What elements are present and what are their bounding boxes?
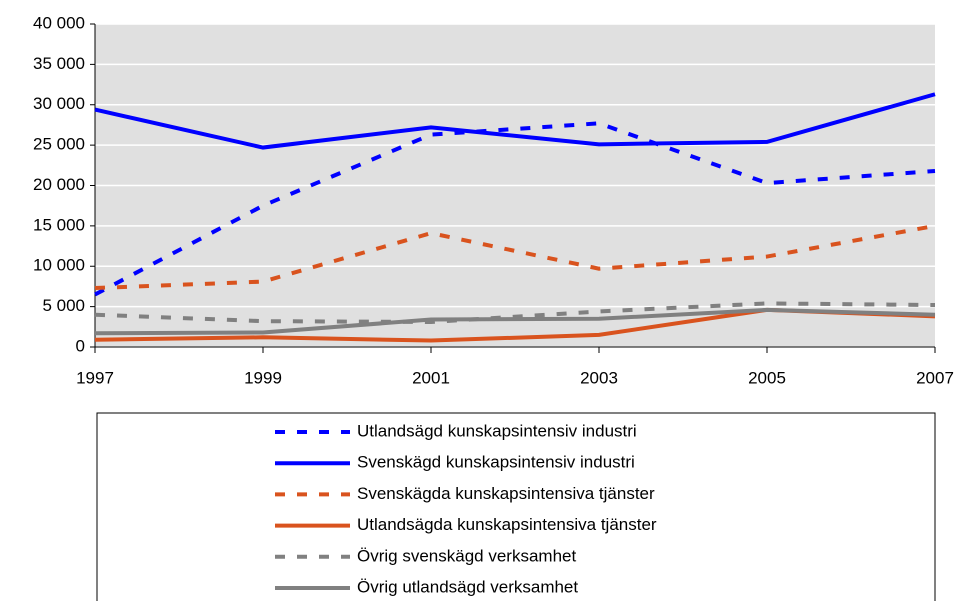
legend-label: Utlandsägda kunskapsintensiva tjänster <box>357 515 657 534</box>
legend-label: Svenskägda kunskapsintensiva tjänster <box>357 484 655 503</box>
y-tick-label: 0 <box>76 336 85 355</box>
series-line <box>94 92 936 150</box>
y-tick-label: 15 000 <box>33 215 85 234</box>
legend-label: Övrig utlandsägd verksamhet <box>357 577 578 596</box>
y-tick-label: 30 000 <box>33 94 85 113</box>
y-tick-label: 25 000 <box>33 135 85 154</box>
x-tick-label: 2003 <box>580 368 618 387</box>
legend-label: Svenskägd kunskapsintensiv industri <box>357 453 635 472</box>
series-line <box>94 307 936 336</box>
series-line <box>94 223 936 291</box>
x-tick-label: 2007 <box>916 368 954 387</box>
y-tick-label: 40 000 <box>33 13 85 32</box>
legend-label: Övrig svenskägd verksamhet <box>357 546 576 565</box>
x-tick-label: 1997 <box>76 368 114 387</box>
legend-label: Utlandsägd kunskapsintensiv industri <box>357 421 637 440</box>
y-tick-label: 20 000 <box>33 175 85 194</box>
y-tick-label: 10 000 <box>33 256 85 275</box>
x-tick-label: 2005 <box>748 368 786 387</box>
legend-box <box>96 412 936 601</box>
series-line <box>94 121 936 297</box>
x-tick-label: 1999 <box>244 368 282 387</box>
series-line <box>94 301 936 324</box>
y-tick-label: 35 000 <box>33 54 85 73</box>
x-tick-label: 2001 <box>412 368 450 387</box>
y-tick-label: 5 000 <box>42 296 85 315</box>
